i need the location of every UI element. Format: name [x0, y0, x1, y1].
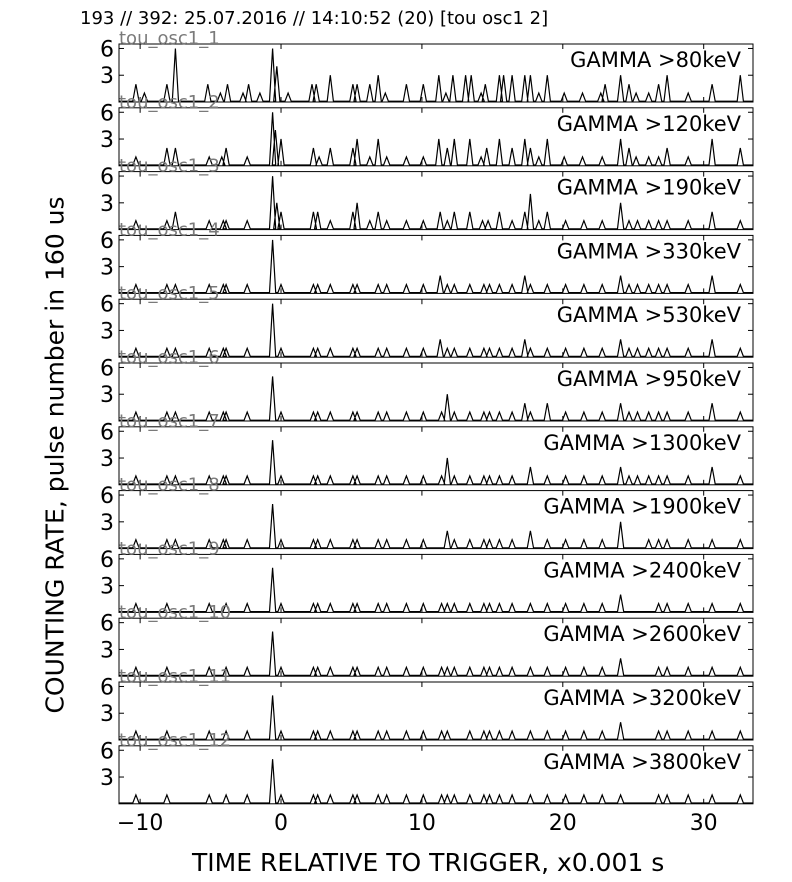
y-tick-label: 3	[100, 575, 114, 600]
y-tick-label: 3	[100, 638, 114, 663]
series-line	[119, 503, 753, 549]
y-tick-label: 6	[100, 37, 114, 62]
channel-label: tou_osc1_2	[119, 92, 220, 113]
y-tick-label: 3	[100, 383, 114, 408]
y-tick-label: 3	[100, 319, 114, 344]
y-tick-label: 6	[100, 293, 114, 318]
y-tick-label: 6	[100, 356, 114, 381]
panel-label: GAMMA >2400keV	[543, 558, 741, 582]
channel-label: tou_osc1_6	[119, 347, 220, 368]
panel-frame	[118, 745, 754, 805]
y-tick-label: 3	[100, 702, 114, 727]
channel-label: tou_osc1_5	[119, 283, 220, 304]
x-axis-label: TIME RELATIVE TO TRIGGER, x0.001 s	[192, 848, 665, 877]
panel-label: GAMMA >530keV	[557, 303, 742, 327]
panel-frame	[118, 681, 754, 741]
y-tick-label: 3	[100, 256, 114, 281]
channel-label: tou_osc1_10	[119, 602, 231, 623]
panel-label: GAMMA >80keV	[570, 48, 742, 72]
channel-label: tou_osc1_11	[119, 666, 231, 687]
panel-label: GAMMA >1900keV	[543, 495, 741, 519]
panel-frame	[118, 43, 754, 103]
panel-frame	[118, 553, 754, 613]
panel-label: GAMMA >2600keV	[543, 622, 741, 646]
y-tick-label: 3	[100, 192, 114, 217]
panel-label: GAMMA >950keV	[557, 367, 742, 391]
y-tick-label: 6	[100, 484, 114, 509]
y-tick-label: 6	[100, 165, 114, 190]
series-line	[119, 112, 753, 166]
channel-label: tou_osc1_1	[119, 28, 220, 49]
panel-frame	[118, 234, 754, 294]
y-tick-label: 6	[100, 675, 114, 700]
panel-label: GAMMA >120keV	[557, 112, 742, 136]
y-tick-label: 3	[100, 447, 114, 472]
y-tick-label: 6	[100, 548, 114, 573]
y-tick-label: 3	[100, 64, 114, 89]
series-line	[119, 567, 753, 613]
panel-frame	[118, 617, 754, 677]
panel-frame	[118, 107, 754, 167]
panel-frame	[118, 426, 754, 486]
series-line	[119, 759, 753, 804]
y-tick-label: 6	[100, 101, 114, 126]
channel-label: tou_osc1_8	[119, 475, 220, 496]
x-tick-label: −10	[117, 811, 163, 836]
channel-label: tou_osc1_3	[119, 156, 220, 177]
y-tick-label: 6	[100, 420, 114, 445]
panel-frame	[118, 362, 754, 422]
x-tick-label: 10	[408, 811, 436, 836]
series-line	[119, 303, 753, 357]
y-axis-label: COUNTING RATE, pulse number in 160 us	[40, 196, 70, 714]
series-line	[119, 695, 753, 740]
y-tick-label: 6	[100, 612, 114, 637]
panel-label: GAMMA >1300keV	[543, 431, 741, 455]
x-tick-label: 0	[274, 811, 288, 836]
series-line	[119, 376, 753, 421]
series-line	[119, 176, 753, 230]
x-tick-label: 20	[549, 811, 577, 836]
y-tick-label: 6	[100, 739, 114, 764]
y-tick-label: 3	[100, 128, 114, 153]
chart-header: 193 // 392: 25.07.2016 // 14:10:52 (20) …	[80, 8, 549, 29]
series-line	[119, 440, 753, 485]
panel-frame	[118, 298, 754, 358]
channel-label: tou_osc1_9	[119, 538, 220, 559]
series-line	[119, 631, 753, 676]
panel-label: GAMMA >3200keV	[543, 686, 741, 710]
panel-label: GAMMA >190keV	[557, 176, 742, 200]
y-tick-label: 3	[100, 766, 114, 791]
channel-label: tou_osc1_7	[119, 411, 220, 432]
series-line	[119, 239, 753, 294]
panel-frame	[118, 490, 754, 550]
x-tick-label: 30	[690, 811, 718, 836]
y-tick-label: 3	[100, 511, 114, 536]
series-line	[119, 48, 753, 102]
channel-label: tou_osc1_12	[119, 730, 231, 751]
y-tick-label: 6	[100, 229, 114, 254]
panel-label: GAMMA >3800keV	[543, 750, 741, 774]
channel-label: tou_osc1_4	[119, 219, 220, 240]
panel-label: GAMMA >330keV	[557, 239, 742, 263]
panel-frame	[118, 171, 754, 231]
